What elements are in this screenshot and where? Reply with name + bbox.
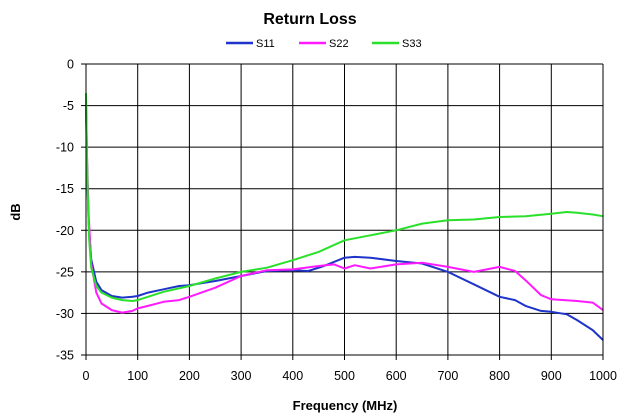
y-tick-label: -35 [56,349,74,363]
x-tick-label: 100 [127,369,148,383]
x-tick-label: 1000 [589,369,617,383]
x-axis-label: Frequency (MHz) [293,398,398,413]
x-tick-label: 900 [541,369,562,383]
y-tick-label: -20 [56,224,74,238]
legend-label-s22: S22 [329,38,349,50]
series-line-s33 [85,93,604,302]
axes [81,63,604,360]
x-tick-label: 800 [489,369,510,383]
y-tick-label: -30 [56,307,74,321]
series-line-s22 [85,97,604,314]
y-tick-label: -25 [56,265,74,279]
x-tick-label: 600 [386,369,407,383]
chart-title: Return Loss [263,11,356,28]
x-tick-label: 400 [282,369,303,383]
x-tick-label: 200 [179,369,200,383]
x-tick-label: 0 [83,369,90,383]
series-group [85,93,604,341]
y-tick-label: -15 [56,182,74,196]
tick-labels: 0 100 200 300 400 500 600 700 800 900 1000 0 -5 -10 -1… [56,58,617,384]
y-axis-label: dB [8,203,23,220]
legend-label-s11: S11 [256,38,275,50]
x-tick-label: 500 [334,369,355,383]
y-tick-label: -10 [56,141,74,155]
y-tick-label: -5 [63,99,74,113]
x-tick-label: 300 [231,369,252,383]
legend: S11 S22 S33 [226,38,422,50]
x-tick-label: 700 [437,369,458,383]
y-tick-label: 0 [67,58,74,72]
gridlines [86,63,604,355]
series-line-s11 [85,105,604,341]
legend-label-s33: S33 [402,38,422,50]
